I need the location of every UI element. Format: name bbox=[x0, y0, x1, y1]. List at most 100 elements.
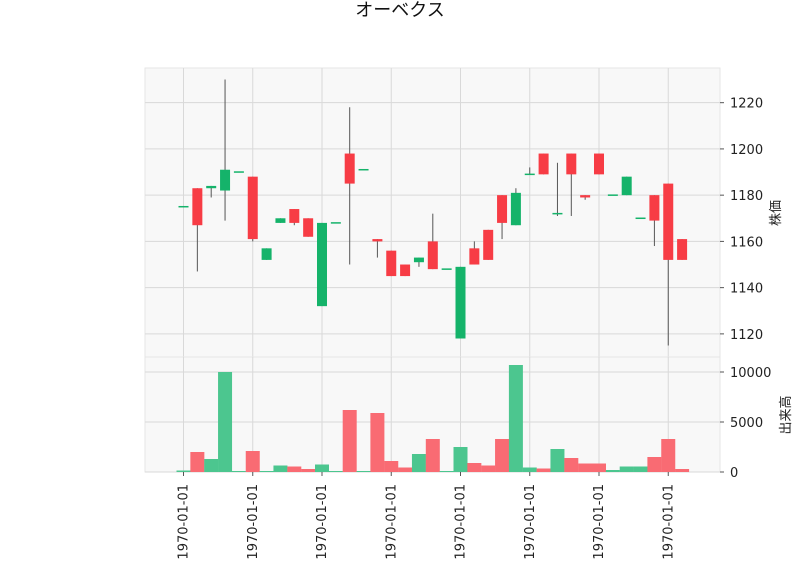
volume-bar-up bbox=[328, 471, 343, 472]
price-y-tick-label: 1220 bbox=[730, 97, 763, 112]
price-y-tick-label: 1200 bbox=[730, 143, 763, 158]
price-panel-background bbox=[144, 67, 721, 358]
volume-bar-down bbox=[370, 413, 385, 472]
volume-bar-up bbox=[508, 365, 523, 472]
volume-bar-up bbox=[453, 447, 468, 472]
candle-body-down bbox=[538, 153, 549, 175]
volume-bar-up bbox=[259, 471, 274, 472]
x-tick-label: 1970-01-01 bbox=[592, 484, 607, 560]
candle-body-down bbox=[386, 250, 397, 277]
candle-body-up bbox=[524, 173, 535, 176]
candle-body-down bbox=[497, 195, 508, 223]
x-tick-label: 1970-01-01 bbox=[661, 484, 676, 560]
x-tick-label: 1970-01-01 bbox=[315, 484, 330, 560]
candle-body-down bbox=[303, 218, 314, 237]
price-axis-label: 株価 bbox=[769, 200, 784, 226]
volume-bar-down bbox=[245, 451, 260, 472]
volume-bar-up bbox=[204, 459, 219, 472]
volume-bar-down bbox=[425, 439, 440, 472]
candle-body-up bbox=[261, 248, 272, 260]
candle-body-down bbox=[483, 229, 494, 260]
candle-body-down bbox=[400, 264, 411, 277]
volume-y-ticks: 0 5000 10000 bbox=[720, 366, 771, 481]
volume-bar-down bbox=[398, 467, 413, 472]
volume-bar-up bbox=[619, 466, 634, 472]
volume-bar-down bbox=[578, 463, 593, 472]
volume-bar-up bbox=[633, 466, 648, 472]
candle-body-up bbox=[330, 222, 341, 224]
price-panel: 1120 1140 1160 1180 1200 1220 株価 bbox=[144, 67, 784, 358]
volume-bar-down bbox=[481, 465, 496, 472]
candle-body-down bbox=[566, 153, 577, 175]
x-axis-ticks: 1970-01-01 1970-01-01 1970-01-01 1970-01-01… bbox=[177, 472, 676, 560]
candle-body-up bbox=[317, 222, 327, 307]
candle-body-up bbox=[206, 185, 217, 189]
candle-body-up bbox=[607, 194, 618, 196]
volume-bar-down bbox=[675, 469, 690, 472]
candle-body-up bbox=[510, 192, 521, 226]
candle-body-up bbox=[635, 217, 646, 220]
volume-bar-up bbox=[605, 470, 620, 472]
volume-y-tick-label: 5000 bbox=[730, 416, 763, 431]
price-y-ticks: 1120 1140 1160 1180 1200 1220 bbox=[720, 97, 763, 343]
volume-bar-up bbox=[218, 372, 233, 472]
volume-bar-down bbox=[661, 439, 676, 472]
x-tick-label: 1970-01-01 bbox=[384, 484, 399, 560]
candle-body-up bbox=[455, 266, 466, 339]
candle-body-down bbox=[372, 239, 383, 242]
volume-bar-down bbox=[647, 457, 662, 472]
volume-y-tick-label: 0 bbox=[730, 466, 738, 481]
chart-title: オーベクス bbox=[355, 0, 444, 21]
x-tick-label: 1970-01-01 bbox=[523, 484, 538, 560]
volume-bar-up bbox=[315, 464, 329, 472]
volume-bar-down bbox=[384, 461, 399, 472]
candle-body-up bbox=[621, 176, 632, 196]
volume-bar-down bbox=[495, 439, 510, 472]
candle-body-up bbox=[552, 212, 563, 215]
candle-body-down bbox=[677, 239, 688, 260]
volume-bar-down bbox=[287, 466, 302, 472]
price-marks bbox=[178, 79, 688, 346]
candle-body-up bbox=[178, 205, 189, 208]
price-y-tick-label: 1120 bbox=[730, 328, 763, 343]
volume-bar-up bbox=[550, 449, 565, 472]
volume-bar-up bbox=[411, 454, 426, 472]
price-y-tick-label: 1140 bbox=[730, 282, 763, 297]
volume-bar-up bbox=[231, 471, 246, 472]
candle-body-down bbox=[649, 195, 660, 221]
price-y-tick-label: 1180 bbox=[730, 189, 763, 204]
volume-marks bbox=[176, 365, 690, 472]
volume-bar-up bbox=[439, 471, 454, 472]
candle-body-down bbox=[247, 176, 258, 240]
candle-body-down bbox=[580, 195, 591, 198]
price-grid bbox=[145, 68, 720, 357]
volume-bar-down bbox=[564, 458, 579, 472]
volume-axis-label: 出来高 bbox=[778, 395, 794, 434]
candle-body-up bbox=[220, 169, 231, 191]
candle-body-down bbox=[289, 209, 300, 223]
volume-bar-down bbox=[536, 468, 551, 472]
candle-body-up bbox=[358, 168, 369, 171]
volume-bar-down bbox=[467, 463, 482, 472]
volume-bar-up bbox=[356, 471, 371, 472]
volume-bar-up bbox=[522, 467, 537, 472]
price-y-tick-label: 1160 bbox=[730, 235, 763, 250]
volume-bar-down bbox=[301, 469, 316, 472]
candle-body-down bbox=[427, 241, 438, 270]
volume-y-tick-label: 10000 bbox=[730, 366, 771, 381]
candle-body-down bbox=[663, 183, 674, 260]
x-tick-label: 1970-01-01 bbox=[246, 484, 261, 560]
x-tick-label: 1970-01-01 bbox=[454, 484, 469, 560]
volume-bar-down bbox=[592, 463, 606, 472]
x-tick-label: 1970-01-01 bbox=[177, 484, 192, 560]
candle-body-up bbox=[233, 171, 244, 173]
volume-bar-up bbox=[273, 465, 288, 472]
volume-bar-up bbox=[176, 470, 191, 472]
volume-panel: 0 5000 10000 出来高 bbox=[144, 356, 794, 481]
candle-body-up bbox=[441, 268, 452, 270]
volume-bar-down bbox=[342, 410, 357, 472]
volume-bar-down bbox=[190, 452, 205, 472]
candle-body-down bbox=[192, 188, 203, 226]
candle-body-down bbox=[594, 153, 604, 175]
